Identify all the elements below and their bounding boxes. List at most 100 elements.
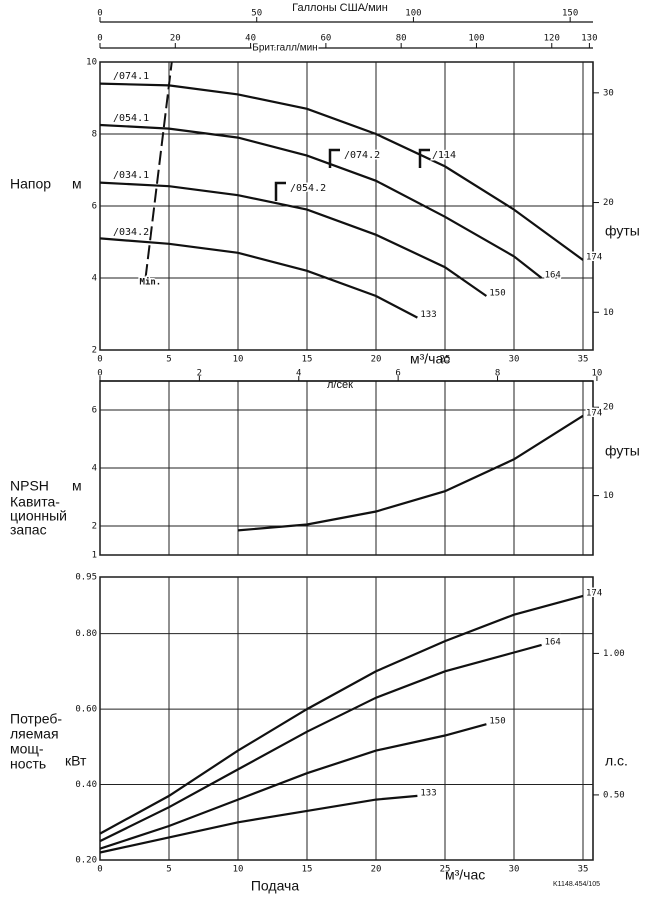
- model-marker: [274, 181, 286, 201]
- min-label: Min.: [140, 277, 162, 288]
- model-marker: [328, 148, 340, 168]
- top-axis-tick-label: 80: [396, 34, 407, 44]
- top-axis-tick-label: 2: [197, 369, 202, 379]
- y-tick-label: 8: [92, 130, 97, 140]
- top-axis-tick-label: 8: [495, 369, 500, 379]
- top-axis-tick-label: 120: [544, 34, 560, 44]
- y2-tick-label: 0.50: [603, 790, 625, 800]
- y-axis-title: мощ-: [10, 741, 44, 757]
- y-unit: м: [72, 478, 82, 494]
- y2-tick-label: 1.00: [603, 649, 625, 659]
- y-axis-title: NPSH: [10, 478, 49, 494]
- model-label: /074.1: [113, 71, 149, 82]
- min-line: [144, 61, 173, 279]
- model-marker: [418, 148, 430, 168]
- x-tick-label: 30: [509, 355, 520, 365]
- y-axis-title: Потреб-: [10, 711, 62, 727]
- y2-axis-title: футы: [605, 223, 640, 239]
- y2-tick-label: 10: [603, 308, 614, 318]
- x-tick-label: 5: [166, 865, 171, 875]
- curve-label: 174: [586, 253, 602, 263]
- y-axis-subtitle: запас: [10, 522, 47, 538]
- model-label: /054.1: [113, 113, 149, 124]
- x-tick-label: 5: [166, 355, 171, 365]
- top-axis-tick-label: 100: [405, 9, 421, 19]
- y-axis-title: ность: [10, 756, 46, 772]
- top-axis-tick-label: 10: [591, 369, 602, 379]
- top-axis-tick-label: 130: [581, 34, 597, 44]
- curve-label: 133: [420, 788, 436, 798]
- y-tick-label: 0.95: [75, 573, 97, 583]
- x-tick-label: 15: [302, 865, 313, 875]
- curve-label: 150: [489, 289, 505, 299]
- top-axis-tick-label: 150: [562, 9, 578, 19]
- top-axis-tick-label: 0: [97, 9, 102, 19]
- y-tick-label: 4: [92, 274, 97, 284]
- y2-axis-title: футы: [605, 443, 640, 459]
- y2-tick-label: 20: [603, 198, 614, 208]
- top-axis-tick-label: 50: [251, 9, 262, 19]
- top-axis-label: Галлоны США/мин: [292, 2, 388, 14]
- curve: [99, 794, 418, 854]
- y-unit: кВт: [65, 753, 87, 769]
- curve: [99, 237, 418, 319]
- y-axis-title: ляемая: [10, 726, 59, 742]
- x-tick-label: 0: [97, 865, 102, 875]
- curve: [99, 181, 488, 297]
- top-axis-tick-label: 4: [296, 369, 301, 379]
- curve-label: 174: [586, 408, 602, 418]
- curve: [99, 594, 584, 835]
- x-tick-label: 25: [440, 865, 451, 875]
- curve-label: 164: [545, 637, 561, 647]
- y-axis-subtitle: Кавита-: [10, 494, 60, 510]
- top-axis-tick-label: 6: [395, 369, 400, 379]
- model-label: /054.2: [290, 183, 326, 194]
- curve: [99, 723, 487, 850]
- x-tick-label: 30: [509, 865, 520, 875]
- y-tick-label: 1: [92, 551, 97, 561]
- top-axis-tick-label: 0: [97, 369, 102, 379]
- y2-axis-title: л.с.: [605, 753, 628, 769]
- top-axis-tick-label: 40: [245, 34, 256, 44]
- y-tick-label: 0.60: [75, 705, 97, 715]
- curve: [99, 82, 584, 261]
- y-tick-label: 0.20: [75, 856, 97, 866]
- top-axis-tick-label: 100: [468, 34, 484, 44]
- x-tick-label: 35: [578, 865, 589, 875]
- y-tick-label: 2: [92, 346, 97, 356]
- y-axis-title: Напор: [10, 176, 51, 192]
- x-tick-label: 0: [97, 355, 102, 365]
- model-label: /074.2: [344, 150, 380, 161]
- y-tick-label: 6: [92, 406, 97, 416]
- y-tick-label: 0.80: [75, 629, 97, 639]
- curve-label: 150: [489, 717, 505, 727]
- top-axis-tick-label: 60: [320, 34, 331, 44]
- y2-tick-label: 30: [603, 88, 614, 98]
- curve: [99, 643, 542, 843]
- top-axis-tick-label: 0: [97, 34, 102, 44]
- top-axis-tick-label: 20: [170, 34, 181, 44]
- y-tick-label: 2: [92, 522, 97, 532]
- x-tick-label: 25: [440, 355, 451, 365]
- x-tick-label: 10: [233, 865, 244, 875]
- top-axis-label: Брит.галл/мин: [252, 43, 317, 54]
- plot-frame: [99, 576, 594, 861]
- x-axis-title: Подача: [251, 878, 299, 894]
- top-axis-label: л/сек: [327, 379, 353, 391]
- y2-tick-label: 20: [603, 403, 614, 413]
- y-unit: м: [72, 176, 82, 192]
- curve-label: 174: [586, 588, 602, 598]
- curve: [99, 123, 543, 279]
- x-tick-label: 10: [233, 355, 244, 365]
- model-label: /034.1: [113, 170, 149, 181]
- x-unit: м³/час: [445, 867, 485, 883]
- curve: [237, 414, 584, 532]
- y-tick-label: 10: [86, 58, 97, 68]
- curve-label: 133: [420, 310, 436, 320]
- x-tick-label: 20: [371, 355, 382, 365]
- x-unit: м³/час: [410, 351, 450, 367]
- y2-tick-label: 10: [603, 491, 614, 501]
- y-tick-label: 0.40: [75, 780, 97, 790]
- y-tick-label: 4: [92, 464, 97, 474]
